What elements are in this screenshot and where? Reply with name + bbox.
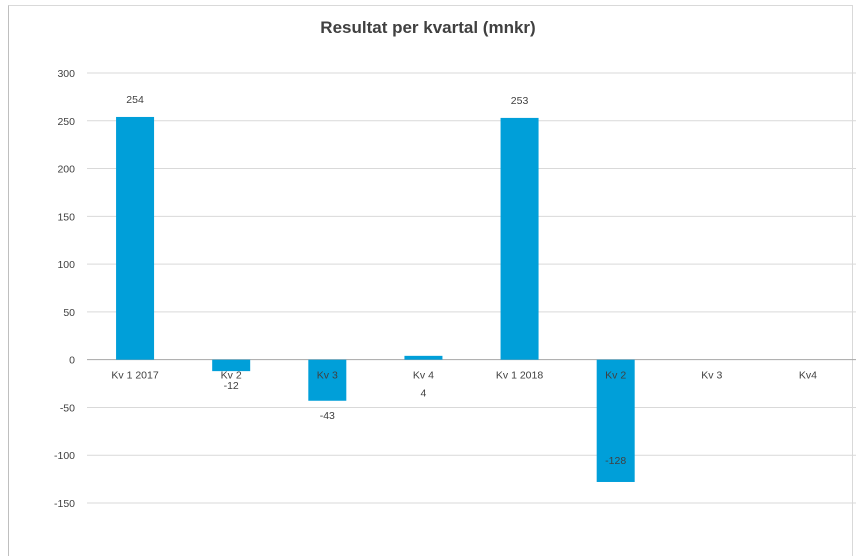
data-label: 253	[511, 95, 529, 107]
bars	[116, 116, 635, 482]
y-tick-label: 250	[57, 116, 75, 128]
bar	[500, 117, 539, 360]
bar	[596, 359, 635, 482]
gridlines	[87, 72, 856, 504]
y-axis-ticks: 300 250 200 150 100 50 0 -50 -100 -150	[54, 68, 75, 510]
bar	[212, 359, 251, 372]
category-label: Kv4	[799, 370, 817, 382]
data-label: 254	[126, 94, 144, 106]
data-label: -12	[224, 380, 239, 392]
category-label: Kv 3	[317, 370, 338, 382]
y-tick-label: 0	[69, 355, 75, 367]
y-tick-label: 100	[57, 259, 75, 271]
category-label: Kv 4	[413, 370, 434, 382]
category-label: Kv 3	[701, 370, 722, 382]
data-label: -43	[320, 410, 335, 422]
category-label: Kv 2	[605, 370, 626, 382]
y-tick-label: 300	[57, 68, 75, 80]
bar	[116, 116, 155, 360]
data-label: -128	[605, 455, 626, 467]
bar	[404, 355, 443, 360]
y-tick-label: 150	[57, 211, 75, 223]
category-label: Kv 2	[221, 370, 242, 382]
data-labels: 254 -12 -43 4 253 -128	[126, 94, 626, 467]
category-label: Kv 1 2017	[111, 370, 158, 382]
y-tick-label: -150	[54, 498, 75, 510]
y-tick-label: 50	[63, 307, 75, 319]
chart-title: Resultat per kvartal (mnkr)	[320, 18, 536, 37]
data-label: 4	[421, 388, 427, 400]
category-labels: Kv 1 2017 Kv 2 Kv 3 Kv 4 Kv 1 2018 Kv 2 Kv 3 Kv…	[111, 370, 817, 382]
category-label: Kv 1 2018	[496, 370, 543, 382]
y-tick-label: -100	[54, 450, 75, 462]
bar	[308, 359, 347, 401]
y-tick-label: 200	[57, 164, 75, 176]
y-tick-label: -50	[60, 402, 75, 414]
